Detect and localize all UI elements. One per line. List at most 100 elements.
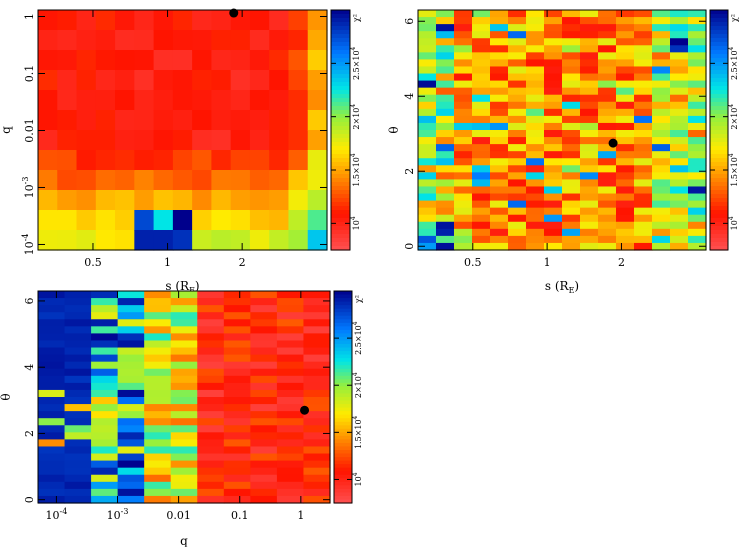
heatmap-cell	[192, 170, 212, 191]
heatmap-cell	[223, 467, 251, 476]
heatmap-cell	[117, 298, 145, 306]
heatmap-cell	[418, 73, 437, 82]
heatmap-cell	[634, 122, 653, 131]
colorbar-segment	[710, 230, 728, 235]
heatmap-cell	[562, 221, 581, 230]
heatmap-cell	[562, 45, 581, 53]
heatmap-cell	[670, 59, 689, 68]
heatmap-cell	[454, 186, 473, 195]
heatmap-cell	[562, 94, 581, 103]
heatmap-cell	[688, 115, 707, 124]
colorbar-segment	[710, 154, 728, 159]
heatmap-cell	[526, 165, 545, 173]
heatmap-cell	[562, 59, 581, 68]
heatmap-cell	[454, 179, 473, 188]
heatmap-cell	[57, 110, 78, 131]
heatmap-cell	[616, 179, 635, 188]
heatmap-cell	[562, 17, 581, 25]
heatmap-cell	[580, 137, 599, 145]
heatmap-cell	[223, 453, 251, 462]
heatmap-cell	[76, 210, 97, 231]
heatmap-cell	[197, 298, 225, 306]
heatmap-cell	[580, 228, 599, 237]
heatmap-cell	[598, 207, 617, 216]
heatmap-cell	[688, 214, 707, 223]
heatmap-cell	[192, 130, 212, 151]
heatmap-cell	[192, 10, 212, 31]
heatmap-cell	[670, 172, 689, 181]
heatmap-cell	[652, 10, 671, 18]
heatmap-cell	[144, 460, 172, 469]
heatmap-cell	[688, 52, 707, 61]
heatmap-cell	[616, 130, 635, 138]
panel-q-vs-theta: 10-4 10-3 0.01 0.1 1 0 2 4 6 q θ 104 1.5×104 2×104 2.5…	[0, 290, 363, 547]
heatmap-cell	[670, 10, 689, 18]
heatmap-cell	[57, 90, 78, 111]
colorbar-segment	[334, 428, 352, 433]
heatmap-cell	[91, 375, 119, 384]
heatmap-cell	[57, 50, 78, 71]
colorbar-segment	[710, 90, 728, 95]
y-axis-label: θ	[0, 393, 13, 400]
heatmap-cell	[144, 333, 172, 342]
colorbar-frame	[709, 9, 729, 251]
heatmap-cell	[117, 382, 145, 391]
heatmap-cell	[250, 460, 278, 469]
colorbar-segment	[710, 38, 728, 43]
heatmap-cell	[91, 404, 119, 412]
heatmap-cell	[269, 30, 290, 51]
colorbar-segment	[331, 102, 350, 107]
heatmap-cell	[472, 17, 491, 25]
heatmap-cell	[652, 52, 671, 61]
heatmap-cell	[454, 151, 473, 159]
heatmap-cell	[38, 425, 66, 433]
heatmap-cell	[598, 24, 617, 32]
heatmap-cell	[38, 467, 66, 476]
heatmap-cell	[562, 66, 581, 75]
heatmap-cell	[688, 165, 707, 173]
heatmap-cell	[436, 158, 455, 166]
heatmap-cell	[197, 425, 225, 433]
heatmap-cell	[634, 101, 653, 110]
heatmap-cell	[211, 150, 232, 171]
heatmap-cell	[95, 110, 116, 131]
colorbar-segment	[710, 74, 728, 79]
heatmap-cell	[144, 368, 172, 377]
heatmap-cell	[250, 439, 278, 448]
heatmap-cell	[436, 10, 455, 18]
heatmap-cell	[544, 179, 563, 188]
heatmap-cell	[57, 230, 78, 251]
heatmap-cell	[211, 170, 232, 191]
colorbar-segment	[710, 26, 728, 31]
heatmap-cell	[688, 172, 707, 181]
heatmap-cell	[95, 210, 116, 231]
heatmap-cell	[688, 101, 707, 110]
heatmap-cell	[508, 66, 527, 75]
heatmap-cell	[562, 24, 581, 32]
heatmap-cell	[508, 115, 527, 124]
heatmap-cell	[688, 151, 707, 159]
heatmap-cell	[269, 90, 290, 111]
heatmap-cell	[144, 446, 172, 455]
colorbar-segment	[334, 425, 352, 430]
heatmap-cell	[418, 17, 437, 25]
colorbar-segment	[710, 138, 728, 143]
heatmap-cell	[153, 110, 174, 131]
heatmap-cell	[508, 38, 527, 46]
colorbar-segment	[710, 22, 728, 27]
heatmap-cell	[91, 460, 119, 469]
heatmap-cell	[436, 94, 455, 103]
heatmap-cell	[562, 122, 581, 131]
heatmap-cell	[418, 130, 437, 138]
colorbar-segment	[710, 102, 728, 107]
heatmap-cell	[192, 110, 212, 131]
heatmap-cell	[134, 170, 155, 191]
heatmap-cell	[153, 190, 174, 211]
heatmap-cell	[249, 170, 270, 191]
colorbar-segment	[334, 322, 352, 327]
heatmap-cell	[288, 110, 309, 131]
x-tick-label: 10-4	[45, 507, 67, 522]
heatmap-cell	[436, 108, 455, 117]
heatmap-cell	[223, 326, 251, 334]
heatmap-cell	[418, 115, 437, 124]
